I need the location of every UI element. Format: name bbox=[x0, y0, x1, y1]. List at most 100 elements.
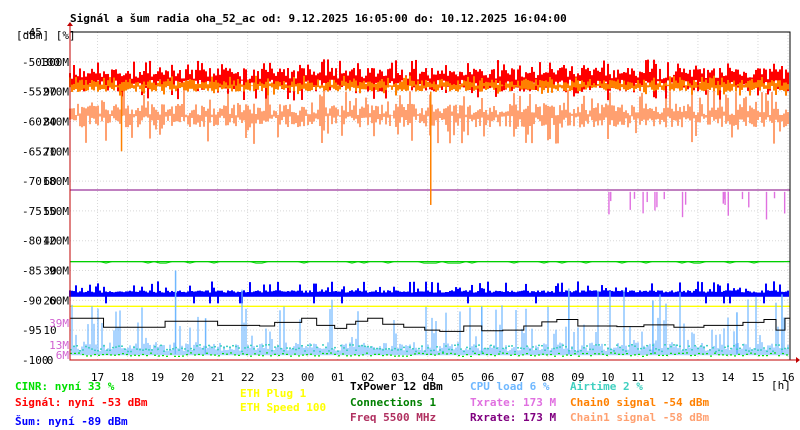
series-sample bbox=[715, 350, 717, 353]
series-sample bbox=[334, 346, 336, 349]
series-sample bbox=[122, 353, 124, 355]
series-sample bbox=[386, 354, 388, 356]
series-sample bbox=[340, 344, 342, 347]
series-sample bbox=[643, 347, 645, 349]
y-tick-labels: -45-50-55-60-65-70-75-80-85-90-95-100100… bbox=[22, 26, 69, 367]
x-tick-label: 04 bbox=[421, 371, 435, 384]
series-sample bbox=[343, 347, 345, 349]
series-sample bbox=[782, 352, 784, 355]
series-sample bbox=[145, 348, 147, 350]
series-sample bbox=[158, 355, 160, 357]
y-tick-percent: 80 bbox=[43, 115, 56, 128]
series-sample bbox=[754, 348, 756, 350]
series-sample bbox=[346, 349, 348, 352]
y-tick-percent: 0 bbox=[47, 354, 54, 367]
series-sample bbox=[718, 354, 720, 356]
series-sample bbox=[211, 346, 213, 349]
series-sample bbox=[589, 348, 591, 351]
x-tick-label: 19 bbox=[151, 371, 164, 384]
series-sample bbox=[418, 347, 420, 350]
series-sample bbox=[283, 350, 285, 352]
series-sample bbox=[638, 353, 640, 355]
y-tick-percent: 10 bbox=[43, 324, 56, 337]
series-sample bbox=[358, 345, 360, 347]
series-sample bbox=[499, 350, 501, 353]
series-sample bbox=[750, 352, 752, 354]
series-sample bbox=[270, 355, 272, 357]
series-sample bbox=[622, 353, 624, 356]
series-sample bbox=[358, 355, 360, 357]
series-sample bbox=[242, 353, 244, 355]
series-sample bbox=[482, 352, 484, 354]
series-sample bbox=[607, 347, 609, 350]
series-sample bbox=[205, 346, 207, 348]
series-sample bbox=[238, 354, 240, 356]
legend-item: Chain1 signal -58 dBm bbox=[570, 411, 709, 424]
series-sample bbox=[613, 350, 615, 352]
series-sample bbox=[474, 352, 476, 354]
series-sample bbox=[774, 352, 776, 354]
series-sample bbox=[712, 347, 714, 349]
series-sample bbox=[727, 345, 729, 347]
series-sample bbox=[266, 352, 268, 354]
series-sample bbox=[79, 350, 81, 352]
x-tick-label: 09 bbox=[571, 371, 584, 384]
series-sample bbox=[526, 353, 528, 355]
x-tick-label: 21 bbox=[211, 371, 224, 384]
series-sample bbox=[662, 354, 664, 357]
series-sample bbox=[654, 352, 656, 354]
series-sample bbox=[734, 355, 736, 357]
series-sample bbox=[763, 347, 765, 349]
y-tick-dbm: -45 bbox=[22, 26, 42, 39]
series-sample bbox=[193, 348, 195, 351]
series-sample bbox=[150, 352, 152, 354]
series-sample bbox=[102, 353, 104, 356]
series-sample bbox=[148, 349, 150, 351]
series-sample bbox=[754, 353, 756, 355]
series-sample bbox=[490, 354, 492, 356]
series-sample bbox=[625, 350, 627, 352]
series-sample bbox=[134, 354, 136, 356]
series-airtime bbox=[70, 343, 789, 353]
series-sample bbox=[534, 355, 536, 357]
series-sample bbox=[78, 352, 80, 354]
series-sample bbox=[448, 348, 450, 351]
series-sample bbox=[162, 354, 164, 357]
series-sample bbox=[486, 353, 488, 356]
series-sample bbox=[493, 346, 495, 348]
series-sample bbox=[450, 352, 452, 354]
series-sample bbox=[530, 354, 532, 356]
series-sample bbox=[514, 350, 516, 353]
series-sample bbox=[398, 355, 400, 357]
series-sample bbox=[484, 347, 486, 350]
series-sample bbox=[506, 352, 508, 355]
x-tick-label: 22 bbox=[241, 371, 254, 384]
series-sample bbox=[235, 345, 237, 348]
series-sample bbox=[682, 352, 684, 355]
series-sample bbox=[559, 346, 561, 348]
series-sample bbox=[234, 354, 236, 356]
series-sample bbox=[146, 355, 148, 357]
series-sample bbox=[496, 347, 498, 350]
series-sample bbox=[388, 348, 390, 350]
series-sample bbox=[157, 348, 159, 350]
series-sample bbox=[498, 353, 500, 355]
series-sample bbox=[742, 355, 744, 357]
y-tick-dbm: -100 bbox=[22, 354, 49, 367]
series-sample bbox=[230, 352, 232, 354]
series-sample bbox=[178, 355, 180, 357]
series-sample bbox=[526, 345, 528, 347]
series-sample bbox=[74, 352, 76, 355]
series-sample bbox=[502, 352, 504, 354]
series-sample bbox=[722, 354, 724, 356]
y-tick-rate: 240M bbox=[43, 115, 70, 128]
x-tick-label: 01 bbox=[331, 371, 344, 384]
series-sample bbox=[649, 349, 651, 352]
series-sample bbox=[118, 354, 120, 356]
series-sample bbox=[670, 352, 672, 354]
series-rxrate bbox=[70, 317, 790, 332]
x-tick-label: 10 bbox=[601, 371, 614, 384]
x-tick-label: 17 bbox=[91, 371, 104, 384]
series-sample bbox=[139, 348, 141, 351]
series-sample bbox=[109, 349, 111, 352]
